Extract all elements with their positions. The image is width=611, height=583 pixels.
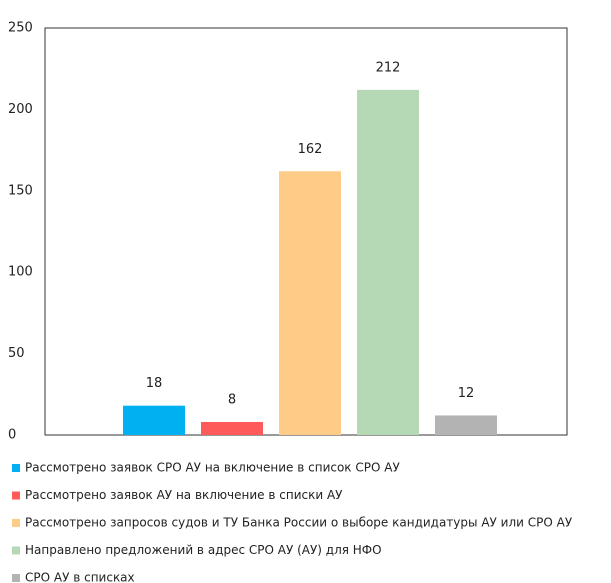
y-tick-label: 200 [8, 102, 33, 117]
legend-swatch [12, 464, 20, 472]
data-label: 12 [458, 386, 475, 401]
legend-swatch [12, 491, 20, 500]
legend-label: Рассмотрено заявок АУ на включение в спи… [25, 488, 343, 502]
y-tick-label: 250 [8, 21, 33, 36]
data-label: 18 [146, 376, 163, 391]
bar [123, 405, 185, 435]
legend-label: Рассмотрено запросов судов и ТУ Банка Ро… [25, 516, 573, 530]
legend-swatch [12, 546, 20, 555]
data-label: 212 [376, 60, 401, 75]
bar [357, 89, 419, 435]
y-tick-label: 150 [8, 183, 33, 198]
legend-label: Рассмотрено заявок СРО АУ на включение в… [25, 461, 400, 475]
legend-label: Направлено предложений в адрес СРО АУ (А… [25, 543, 382, 557]
bar [201, 421, 263, 435]
legend-label: СРО АУ в списках [25, 571, 135, 583]
y-tick-label: 100 [8, 265, 33, 280]
bar [279, 171, 341, 435]
data-label: 162 [298, 142, 323, 157]
bar [435, 415, 497, 435]
y-tick-label: 0 [8, 428, 16, 443]
legend-swatch [12, 519, 20, 527]
y-tick-label: 50 [8, 346, 25, 361]
legend-swatch [12, 574, 20, 582]
data-label: 8 [228, 392, 236, 407]
